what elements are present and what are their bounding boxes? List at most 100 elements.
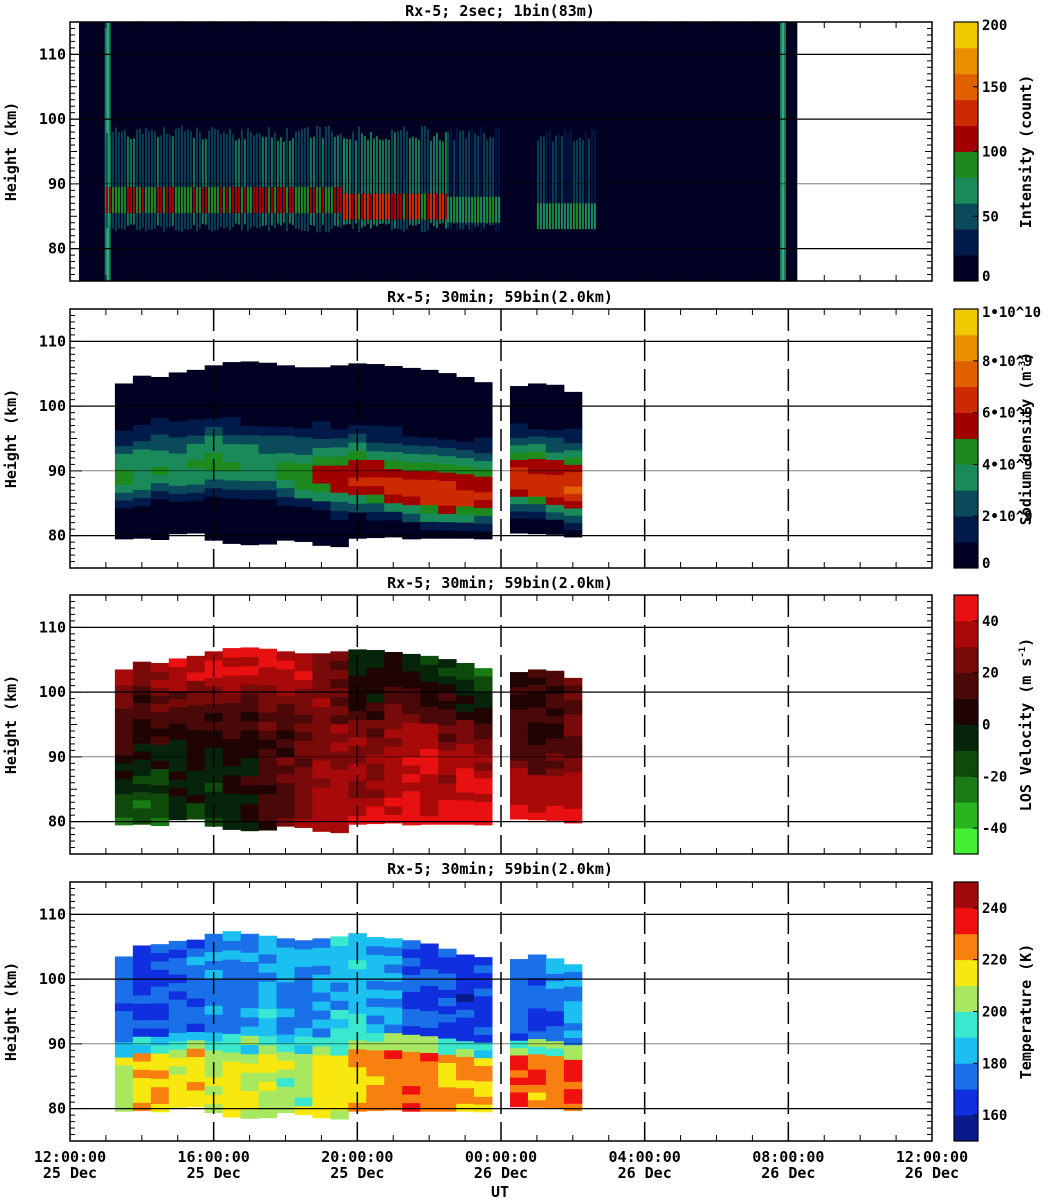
density-cell (168, 461, 188, 470)
profile-stripe (306, 126, 309, 232)
velocity-cell (474, 730, 493, 740)
density-cell (420, 462, 439, 472)
density-cell (132, 440, 152, 450)
density-cell (527, 458, 547, 467)
velocity-cell (366, 762, 385, 773)
profile-stripe (312, 136, 315, 226)
velocity-cell (527, 707, 547, 716)
density-cell (563, 435, 583, 444)
temperature-cell (438, 1070, 457, 1080)
profile-core (273, 187, 276, 214)
velocity-cell (402, 653, 421, 663)
density-cell (348, 450, 367, 461)
density-cell (330, 437, 349, 448)
density-cell (168, 469, 188, 478)
velocity-cell (150, 711, 170, 721)
density-cell (240, 462, 260, 472)
velocity-cell (402, 671, 421, 681)
density-cell (258, 498, 278, 509)
velocity-cell (150, 703, 170, 713)
temperature-cell (456, 962, 475, 971)
density-cell (186, 516, 206, 526)
velocity-cell (222, 775, 242, 785)
density-cell (420, 454, 439, 463)
velocity-cell (312, 786, 331, 797)
density-cell (276, 487, 295, 497)
density-cell (474, 421, 493, 430)
velocity-cell (132, 734, 152, 744)
profile-stripe (575, 140, 578, 224)
temperature-cell (509, 988, 529, 997)
profile-core (300, 187, 303, 214)
temperature-cell (384, 1092, 403, 1102)
density-cell (384, 442, 403, 452)
temperature-cell (294, 1027, 313, 1037)
profile-stripe (153, 131, 156, 229)
velocity-cell (186, 778, 206, 787)
temperature-cell (509, 1055, 529, 1063)
density-cell (168, 501, 188, 510)
density-cell (294, 445, 313, 455)
density-cell (294, 410, 313, 421)
temperature-cell (168, 1049, 188, 1058)
profile-stripe (462, 130, 465, 230)
profile-core (207, 187, 210, 214)
velocity-cell (150, 727, 170, 737)
temperature-cell (258, 944, 278, 955)
density-cell (330, 446, 349, 457)
profile-core (635, 183, 638, 210)
temperature-cell (222, 1033, 242, 1044)
velocity-cell (114, 677, 134, 686)
density-cell (474, 460, 493, 469)
profile-stripe (581, 140, 584, 224)
temperature-cell (330, 1055, 349, 1065)
temperature-cell (330, 991, 349, 1001)
temperature-cell (150, 1044, 170, 1054)
velocity-cell (276, 738, 295, 748)
velocity-cell (240, 821, 260, 832)
velocity-cell (438, 774, 457, 784)
velocity-cell (258, 775, 278, 786)
density-cell (474, 523, 493, 532)
profile-stripe (692, 139, 695, 224)
density-cell (222, 407, 242, 417)
density-cell (384, 459, 403, 470)
velocity-cell (563, 793, 583, 802)
profile-stripe (638, 131, 641, 230)
density-cell (240, 361, 260, 372)
profile-stripe (279, 137, 282, 226)
velocity-cell (545, 685, 565, 694)
temperature-cell (402, 1085, 421, 1095)
temperature-cell (563, 1081, 583, 1090)
velocity-cell (545, 693, 565, 702)
temperature-cell (438, 1078, 457, 1088)
temperature-cell (222, 949, 242, 960)
velocity-cell (186, 770, 206, 779)
density-cell (258, 426, 278, 436)
velocity-cell (456, 662, 475, 672)
profile-stripe (360, 133, 363, 228)
colorbar-swatch (954, 959, 978, 986)
velocity-cell (222, 666, 242, 676)
temperature-cell (186, 1014, 206, 1024)
temperature-cell (509, 966, 529, 975)
velocity-cell (240, 684, 260, 694)
velocity-cell (509, 782, 529, 791)
velocity-cell (420, 782, 439, 792)
temperature-cell (563, 971, 583, 980)
density-cell (330, 410, 349, 421)
temperature-cell (168, 1099, 188, 1108)
density-cell (366, 390, 385, 400)
temperature-cell (168, 1040, 188, 1050)
velocity-cell (312, 697, 331, 708)
density-cell (114, 430, 134, 439)
velocity-cell (240, 803, 260, 813)
density-cell (456, 514, 475, 523)
temperature-cell (150, 986, 170, 995)
temperature-cell (348, 1022, 367, 1032)
profile-stripe (252, 135, 255, 227)
profile-stripe (282, 141, 285, 223)
profile-stripe (671, 126, 674, 232)
